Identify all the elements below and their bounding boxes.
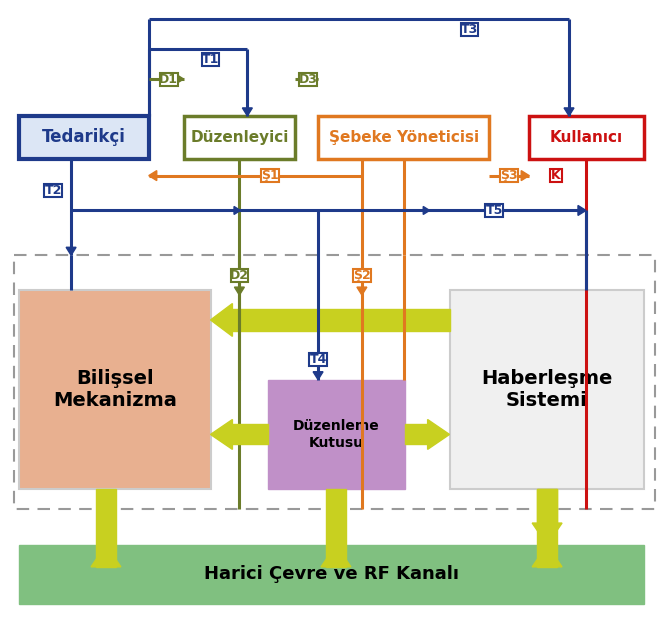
Text: Ş3: Ş3 — [500, 169, 518, 182]
Polygon shape — [321, 545, 351, 567]
Text: K: K — [551, 169, 561, 182]
Polygon shape — [537, 489, 557, 523]
Polygon shape — [232, 425, 268, 445]
FancyBboxPatch shape — [529, 116, 644, 159]
Text: Ş1: Ş1 — [262, 169, 279, 182]
Polygon shape — [234, 287, 244, 295]
FancyBboxPatch shape — [550, 169, 562, 182]
FancyBboxPatch shape — [160, 73, 177, 86]
Text: T3: T3 — [461, 23, 478, 36]
Text: D2: D2 — [230, 269, 249, 282]
Polygon shape — [537, 489, 557, 567]
Text: D3: D3 — [298, 73, 318, 86]
Polygon shape — [405, 425, 427, 445]
Polygon shape — [564, 108, 574, 116]
FancyBboxPatch shape — [19, 545, 644, 604]
Polygon shape — [149, 171, 157, 181]
Text: Düzenleyici: Düzenleyici — [190, 130, 288, 145]
Text: D1: D1 — [159, 73, 178, 86]
Polygon shape — [423, 206, 429, 214]
Text: Harici Çevre ve RF Kanalı: Harici Çevre ve RF Kanalı — [204, 565, 459, 583]
Polygon shape — [357, 287, 367, 295]
Polygon shape — [211, 304, 232, 337]
Text: T1: T1 — [202, 53, 219, 66]
FancyBboxPatch shape — [44, 184, 62, 197]
FancyBboxPatch shape — [19, 116, 149, 159]
Text: Kullanıcı: Kullanıcı — [550, 130, 623, 145]
FancyBboxPatch shape — [201, 53, 219, 66]
Text: T2: T2 — [44, 184, 62, 197]
Polygon shape — [234, 206, 240, 214]
Polygon shape — [310, 74, 318, 84]
Polygon shape — [232, 309, 450, 331]
Text: T5: T5 — [486, 204, 503, 217]
Polygon shape — [532, 523, 562, 545]
Text: Haberleşme
Sistemi: Haberleşme Sistemi — [481, 369, 612, 410]
FancyBboxPatch shape — [353, 269, 371, 282]
FancyBboxPatch shape — [183, 116, 295, 159]
Text: Bilişsel
Mekanizma: Bilişsel Mekanizma — [53, 369, 177, 410]
Text: Ş2: Ş2 — [353, 269, 371, 282]
FancyBboxPatch shape — [318, 116, 489, 159]
Text: Düzenleme
Kutusu: Düzenleme Kutusu — [293, 419, 380, 450]
FancyBboxPatch shape — [500, 169, 518, 182]
Polygon shape — [427, 420, 450, 450]
Polygon shape — [91, 545, 121, 567]
Text: Şebeke Yöneticisi: Şebeke Yöneticisi — [328, 130, 479, 145]
Text: T4: T4 — [309, 353, 326, 366]
Polygon shape — [313, 372, 323, 379]
FancyBboxPatch shape — [268, 379, 405, 489]
Polygon shape — [66, 247, 76, 255]
Polygon shape — [242, 108, 252, 116]
FancyBboxPatch shape — [309, 353, 327, 366]
FancyBboxPatch shape — [299, 73, 317, 86]
FancyBboxPatch shape — [262, 169, 279, 182]
Polygon shape — [532, 545, 562, 567]
Polygon shape — [96, 489, 116, 567]
Polygon shape — [578, 206, 586, 215]
Polygon shape — [176, 74, 183, 84]
FancyBboxPatch shape — [460, 23, 478, 36]
FancyBboxPatch shape — [450, 290, 644, 489]
FancyBboxPatch shape — [19, 290, 211, 489]
FancyBboxPatch shape — [486, 204, 503, 217]
FancyBboxPatch shape — [231, 269, 248, 282]
Polygon shape — [326, 489, 346, 567]
Polygon shape — [211, 420, 232, 450]
Text: Tedarikçi: Tedarikçi — [42, 129, 126, 147]
Polygon shape — [521, 171, 529, 181]
